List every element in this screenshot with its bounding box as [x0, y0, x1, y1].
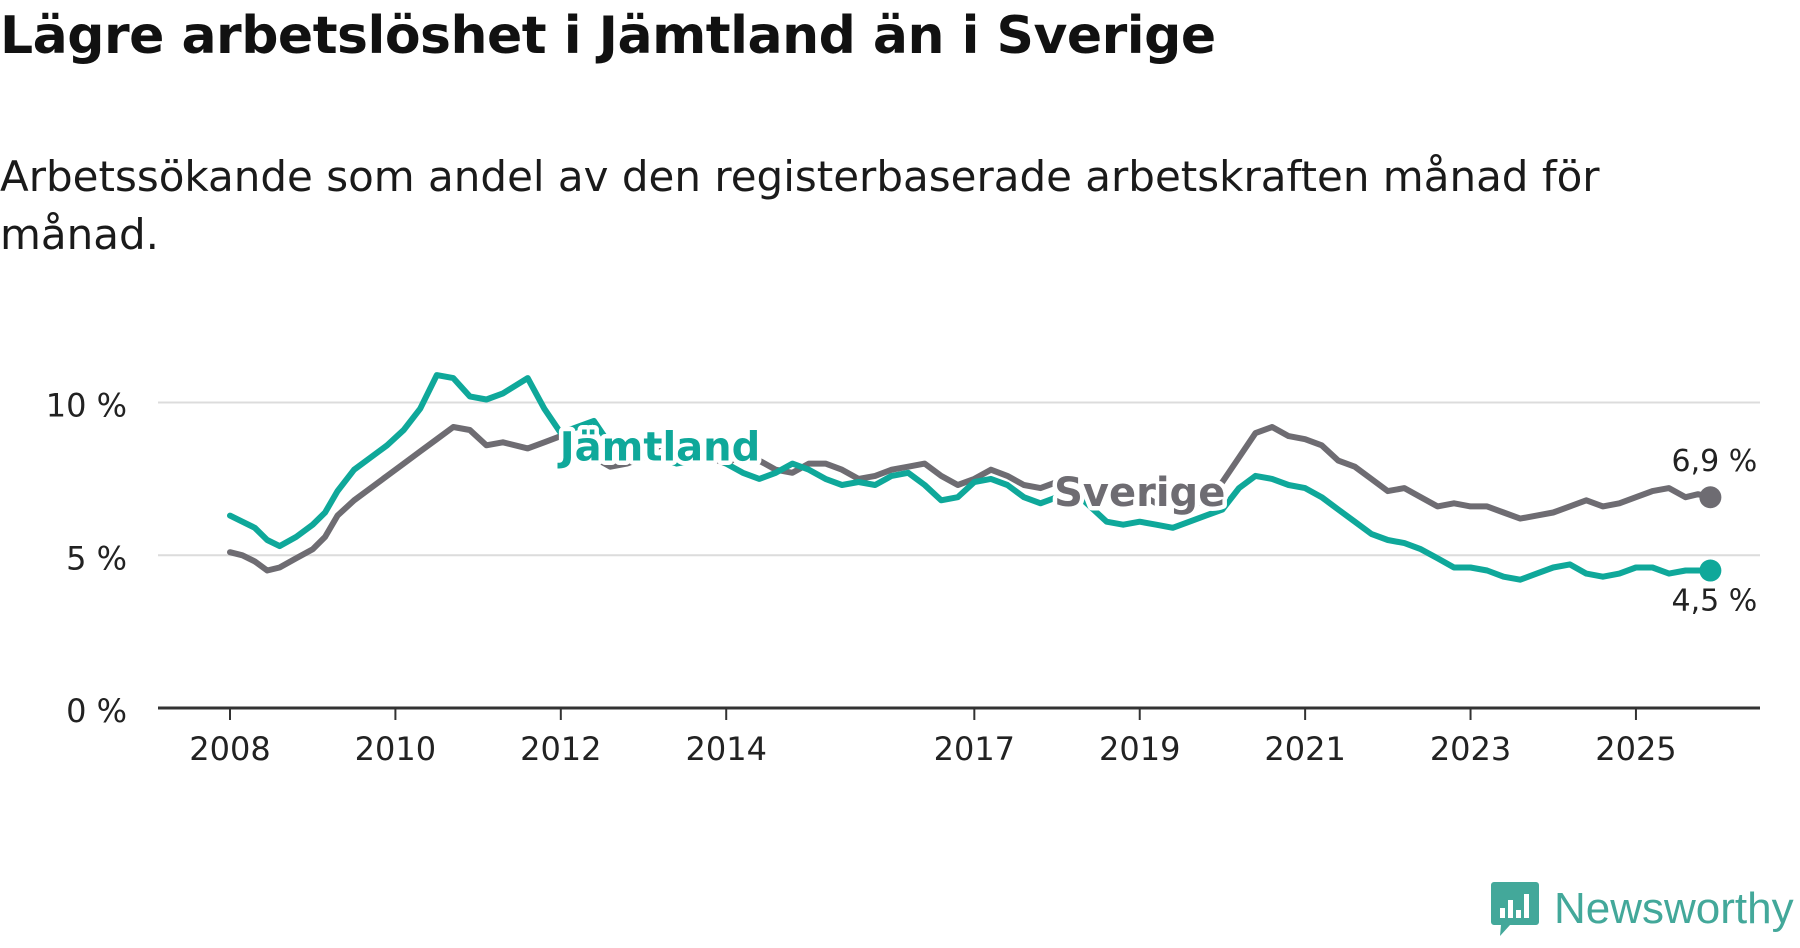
x-tick-label: 2025 [1595, 730, 1676, 768]
x-tick-label: 2017 [934, 730, 1015, 768]
series-label-sverige: Sverige [1054, 470, 1225, 516]
grid-lines [158, 401, 1760, 557]
x-tick-label: 2008 [189, 730, 270, 768]
y-tick-label: 0 % [66, 692, 127, 730]
series-labels: 6,9 % 4,5 % Sverige Jämtland [552, 420, 1757, 619]
line-chart: 0 % 5 % 10 % 2008 2010 2012 2014 2017 2019 2021 20… [46, 372, 1760, 768]
x-tick-label: 2012 [520, 730, 601, 768]
x-tick-label: 2014 [685, 730, 766, 768]
y-tick-label: 10 % [46, 387, 127, 425]
series-label-jamtland: Jämtland [557, 424, 761, 470]
chart-subtitle: Arbetssökande som andel av den registerb… [0, 152, 1600, 259]
series-end-label: 4,5 % [1671, 584, 1757, 619]
brand-name: Newsworthy [1554, 884, 1794, 933]
x-tick-label: 2019 [1099, 730, 1180, 768]
y-tick-label: 5 % [66, 539, 127, 577]
x-tick-label: 2021 [1264, 730, 1345, 768]
brand-logo: Newsworthy [1490, 880, 1794, 938]
series-end-label: 6,9 % [1671, 444, 1757, 479]
series-lines [227, 372, 1722, 583]
axes: 0 % 5 % 10 % 2008 2010 2012 2014 2017 2019 2021 20… [46, 387, 1760, 768]
series-end-marker [1699, 486, 1722, 509]
newsworthy-logo-icon [1491, 882, 1539, 936]
series-line-jamtland [227, 372, 1714, 583]
chart-title: Lägre arbetslöshet i Jämtland än i Sveri… [0, 6, 1216, 66]
series-line-sverige [227, 424, 1714, 574]
series-end-marker [1699, 559, 1722, 582]
x-tick-label: 2023 [1430, 730, 1511, 768]
x-tick-label: 2010 [355, 730, 436, 768]
